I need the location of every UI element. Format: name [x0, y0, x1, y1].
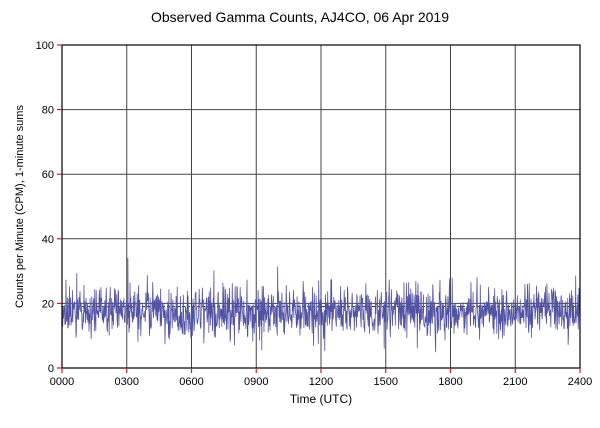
x-tick-label: 0000: [50, 376, 74, 388]
y-tick-label: 20: [42, 298, 54, 310]
x-tick-label: 0600: [179, 376, 203, 388]
y-tick-label: 0: [48, 363, 54, 375]
x-tick-label: 1500: [374, 376, 398, 388]
y-tick-label: 100: [36, 40, 54, 52]
x-tick-label: 1200: [309, 376, 333, 388]
x-tick-label: 2100: [503, 376, 527, 388]
x-tick-label: 0900: [244, 376, 268, 388]
x-tick-label: 2400: [568, 376, 592, 388]
x-tick-label: 0300: [115, 376, 139, 388]
y-tick-label: 60: [42, 169, 54, 181]
x-axis-label: Time (UTC): [289, 392, 353, 406]
y-tick-label: 40: [42, 234, 54, 246]
x-tick-label: 1800: [438, 376, 462, 388]
y-tick-label: 80: [42, 105, 54, 117]
chart-title: Observed Gamma Counts, AJ4CO, 06 Apr 201…: [150, 9, 450, 25]
